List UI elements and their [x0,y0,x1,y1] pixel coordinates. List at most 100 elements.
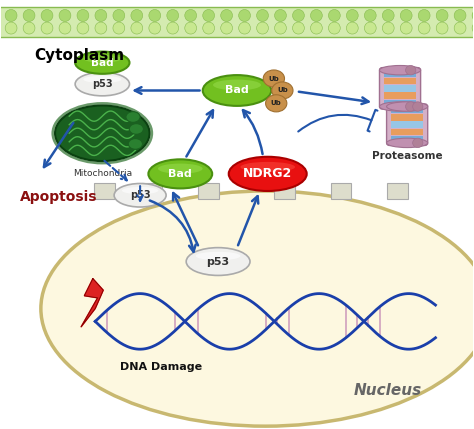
Ellipse shape [23,9,35,21]
Bar [330,183,351,199]
Ellipse shape [265,95,287,112]
Bar [142,183,162,199]
Ellipse shape [406,66,416,75]
Ellipse shape [292,22,304,34]
Ellipse shape [148,159,212,188]
Ellipse shape [75,51,129,74]
Ellipse shape [5,9,17,21]
Bar [384,85,416,91]
Ellipse shape [346,9,358,21]
Ellipse shape [256,22,268,34]
Ellipse shape [274,22,286,34]
Bar [198,183,219,199]
Ellipse shape [23,22,35,34]
Ellipse shape [472,9,474,21]
Ellipse shape [185,9,197,21]
Ellipse shape [41,191,474,426]
Ellipse shape [380,102,420,111]
Ellipse shape [454,22,466,34]
Ellipse shape [472,22,474,34]
Text: Ub: Ub [268,76,279,82]
Text: Cytoplasm: Cytoplasm [34,48,124,63]
Ellipse shape [114,184,166,207]
Ellipse shape [59,9,71,21]
Ellipse shape [167,22,179,34]
Bar [387,183,408,199]
Ellipse shape [185,22,197,34]
Ellipse shape [263,70,284,87]
FancyBboxPatch shape [380,68,420,109]
Ellipse shape [167,9,179,21]
Ellipse shape [413,138,423,148]
Ellipse shape [436,9,448,21]
Text: Bad: Bad [168,169,192,179]
Ellipse shape [418,22,430,34]
Text: Bad: Bad [91,57,114,68]
Ellipse shape [126,112,140,122]
Ellipse shape [229,157,307,191]
Ellipse shape [238,22,250,34]
Ellipse shape [310,9,322,21]
Ellipse shape [240,162,295,172]
Ellipse shape [53,103,152,163]
Bar [384,71,416,77]
Bar [391,129,423,135]
Ellipse shape [113,22,125,34]
Bar [391,114,423,121]
Ellipse shape [95,22,107,34]
Ellipse shape [5,22,17,34]
Text: p53: p53 [130,190,150,200]
Ellipse shape [186,248,250,275]
Text: Apoptosis: Apoptosis [19,190,97,204]
Ellipse shape [149,22,161,34]
Ellipse shape [454,9,466,21]
Ellipse shape [203,22,215,34]
Ellipse shape [292,9,304,21]
Bar [391,107,423,113]
Bar [391,121,423,128]
Ellipse shape [41,22,53,34]
Ellipse shape [328,9,340,21]
Ellipse shape [158,163,202,174]
Bar [384,78,416,84]
Ellipse shape [196,252,240,260]
Ellipse shape [274,9,286,21]
Ellipse shape [41,9,53,21]
Bar [384,92,416,99]
Ellipse shape [75,73,129,96]
Ellipse shape [131,22,143,34]
Ellipse shape [383,22,394,34]
Ellipse shape [400,22,412,34]
Text: p53: p53 [92,79,113,89]
Ellipse shape [113,9,125,21]
Bar [391,136,423,142]
Ellipse shape [203,75,271,106]
Ellipse shape [131,9,143,21]
Ellipse shape [413,102,423,111]
Ellipse shape [380,66,420,75]
Ellipse shape [418,9,430,21]
Ellipse shape [272,82,293,99]
Ellipse shape [383,9,394,21]
Ellipse shape [387,102,428,111]
Polygon shape [81,279,103,327]
Ellipse shape [203,9,215,21]
Ellipse shape [83,76,121,83]
Ellipse shape [77,22,89,34]
Ellipse shape [149,9,161,21]
Ellipse shape [328,22,340,34]
Ellipse shape [221,9,233,21]
Bar [274,183,295,199]
Text: Ub: Ub [277,88,288,94]
Ellipse shape [365,22,376,34]
Ellipse shape [310,22,322,34]
Text: Nucleus: Nucleus [354,384,422,399]
Text: p53: p53 [207,257,230,266]
Ellipse shape [55,106,150,161]
Text: NDRG2: NDRG2 [243,167,292,180]
Text: DNA Damage: DNA Damage [120,362,202,372]
Text: Proteasome: Proteasome [372,151,442,161]
Text: Bad: Bad [225,85,249,96]
Ellipse shape [128,139,143,149]
Ellipse shape [365,9,376,21]
